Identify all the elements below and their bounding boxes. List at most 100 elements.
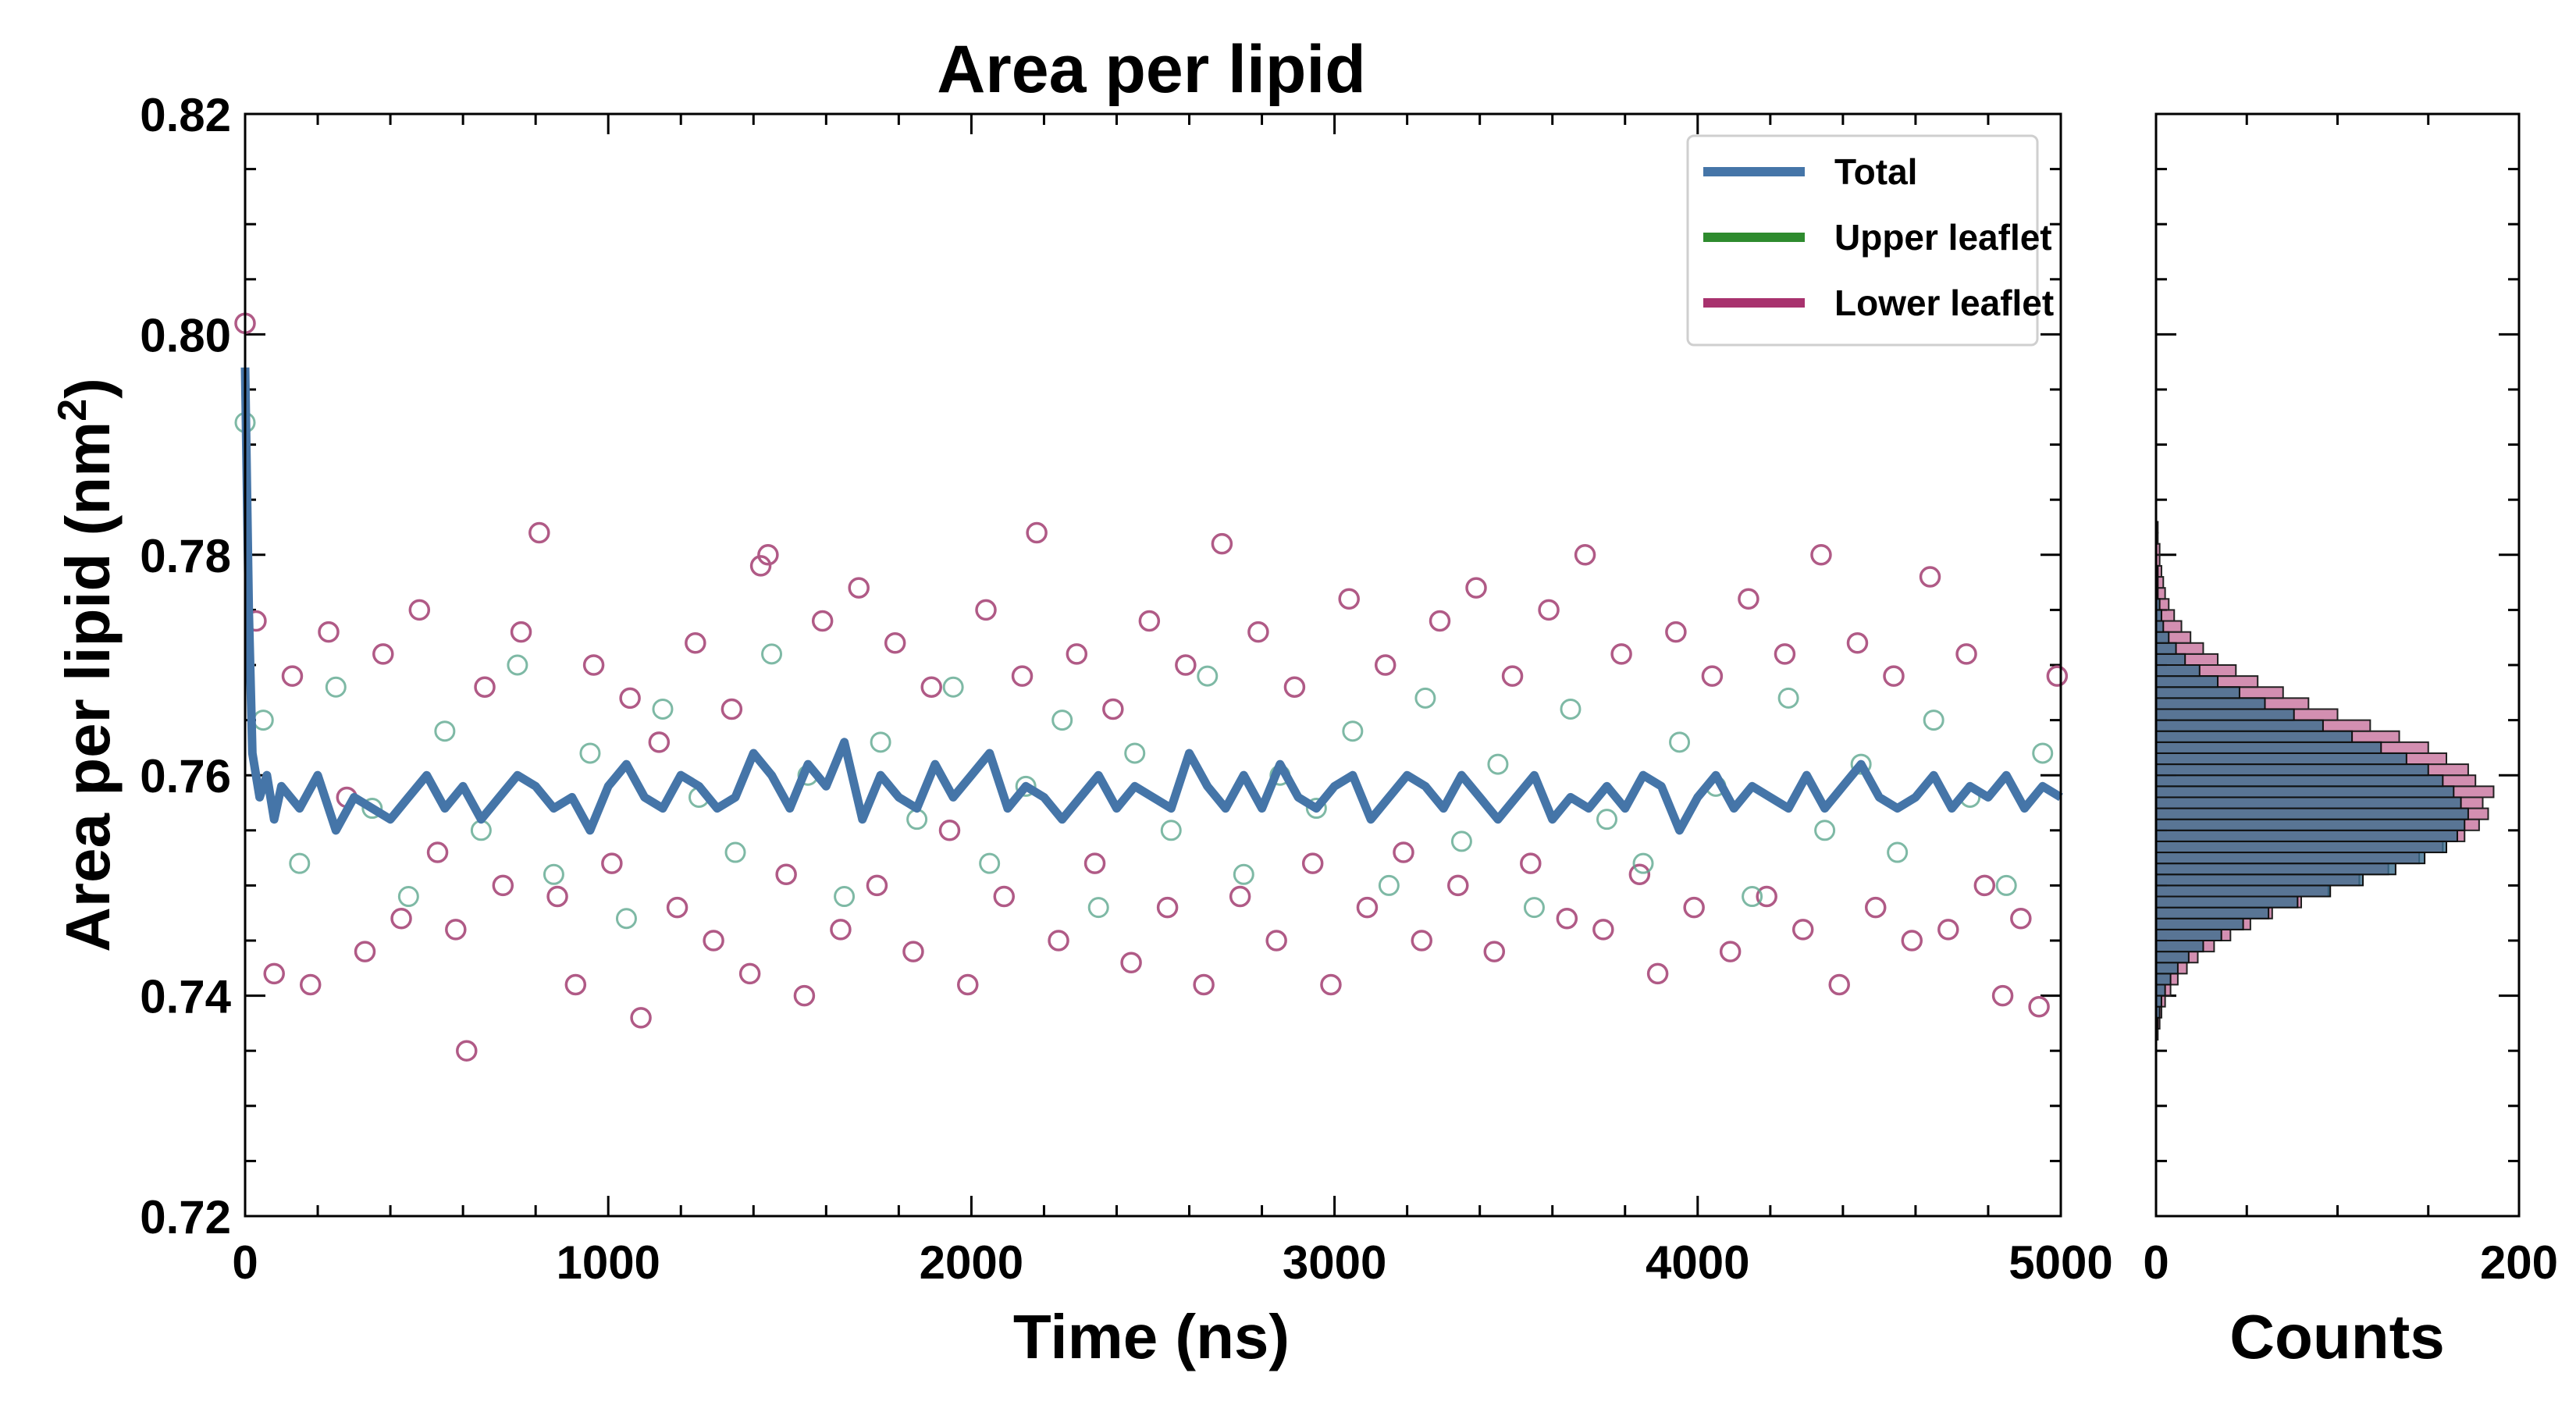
x-tick-label: 5000 [2008,1236,2112,1289]
lower-leaflet-point [884,632,906,654]
upper-leaflet-point [252,710,274,731]
hist-total-bar [2155,686,2240,699]
lower-leaflet-point [1738,588,1759,610]
upper-leaflet-point [1632,852,1654,874]
upper-leaflet-point [1414,687,1436,709]
lower-leaflet-point [1574,544,1596,566]
lower-leaflet-point [2028,995,2050,1018]
lower-leaflet-point [1719,941,1742,962]
upper-leaflet-point [1487,753,1509,775]
upper-leaflet-point [1378,874,1400,896]
y-axis-label-main: Area per lipid (nm [53,422,123,952]
hist-total-bar [2155,873,2364,887]
legend-label-upper-leaflet: Upper leaflet [1834,217,2052,258]
upper-leaflet-point [1087,897,1109,919]
y-axis-label-superscript: 2 [50,399,95,422]
upper-leaflet-point [1669,731,1691,753]
lower-leaflet-point [263,962,285,985]
hist-total-bar [2155,962,2179,975]
y-axis-label-close: ) [53,378,123,399]
lower-leaflet-point [720,698,743,720]
main-plot-frame [244,112,2062,1218]
hist-total-bar [2155,884,2332,898]
lower-leaflet-point [1283,676,1306,698]
lower-leaflet-point [1774,643,1796,665]
lower-leaflet-point [648,731,671,753]
lower-leaflet-point [1955,643,1977,665]
hist-total-bar [2155,763,2429,777]
lower-leaflet-point [1520,852,1542,874]
upper-leaflet-point [761,643,783,665]
lower-leaflet-point [1828,973,1850,996]
lower-leaflet-point [1247,621,1269,643]
upper-leaflet-point [1197,665,1219,687]
upper-leaflet-point [1233,863,1254,885]
lower-leaflet-point [749,555,772,577]
lower-leaflet-point [1538,599,1560,621]
lower-leaflet-point [1301,852,1324,874]
lower-leaflet-point [1026,521,1048,544]
x-tick-label: 3000 [1283,1236,1386,1289]
lower-leaflet-point [1048,930,1069,951]
lower-leaflet-point [1120,951,1142,973]
hist-total-bar [2155,840,2447,854]
x-tick-label: 2000 [920,1236,1023,1289]
lower-leaflet-point [1156,896,1179,919]
x-tick-label: 1000 [556,1236,660,1289]
upper-leaflet-point [1305,798,1327,820]
hist-x-tick-label: 200 [2480,1236,2558,1289]
upper-leaflet-point [1523,897,1545,919]
upper-leaflet-point [724,841,746,863]
hist-total-bar [2155,741,2382,754]
upper-leaflet-point [834,886,856,908]
hist-total-bar [2155,796,2462,809]
lower-leaflet-point [902,941,924,962]
upper-leaflet-point [361,798,383,820]
upper-leaflet-point [289,852,311,874]
lower-leaflet-point [1846,632,1869,654]
lower-leaflet-point [848,577,870,599]
lower-leaflet-point [775,863,797,886]
lower-leaflet-point [492,874,514,897]
upper-leaflet-point [1887,841,1909,863]
upper-leaflet-point [870,731,891,753]
hist-total-bar [2155,984,2166,997]
lower-leaflet-point [685,632,706,654]
lower-leaflet-point [1810,544,1832,566]
lower-leaflet-point [390,908,412,930]
legend: Total Upper leaflet Lower leaflet [1686,134,2054,347]
hist-total-bar [2155,917,2244,930]
hist-total-bar [2155,631,2170,644]
lower-leaflet-point [601,852,623,874]
histogram-x-axis-label: Counts [2229,1302,2445,1371]
lower-leaflet-point [372,643,394,665]
lower-leaflet-point [1465,577,1487,599]
lower-leaflet-point [299,973,322,996]
y-axis-label: Area per lipid (nm2) [50,378,123,952]
lower-leaflet-point [1646,962,1669,985]
upper-leaflet-point [906,809,928,831]
hist-total-bar [2155,863,2396,876]
upper-leaflet-point [615,908,637,930]
lower-leaflet-point [582,654,605,676]
x-axis-label: Time (ns) [1013,1302,1290,1371]
hist-total-bar [2155,708,2295,721]
upper-leaflet-scatter [234,411,2054,930]
lower-leaflet-point [1791,919,1814,941]
lower-leaflet-point [1393,841,1414,863]
lower-leaflet-point [793,984,816,1007]
lower-leaflet-point [1338,588,1360,610]
hist-total-bar [2155,664,2201,678]
histogram-plot-frame [2154,112,2521,1218]
lower-leaflet-point [426,841,449,863]
lower-leaflet-point [1991,984,2014,1007]
lower-leaflet-point [1411,930,1432,951]
lower-leaflet-point [1919,566,1941,588]
chart-title: Area per lipid [937,32,1366,107]
lower-leaflet-point [619,687,641,710]
lower-leaflet-point [975,599,997,621]
lower-leaflet-point [1756,885,1777,908]
histogram-tick-labels: 0 200 [2143,1236,2558,1289]
upper-leaflet-point [397,886,419,908]
total-line [240,367,2063,835]
